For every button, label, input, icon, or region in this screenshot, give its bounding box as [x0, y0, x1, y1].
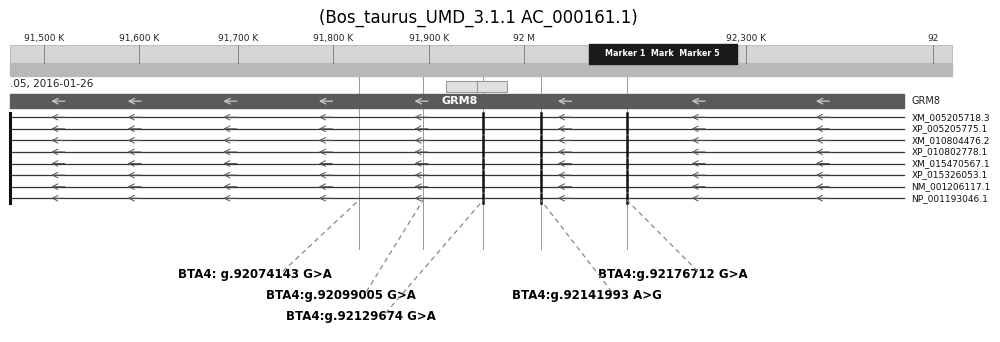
Text: 91,900 K: 91,900 K [409, 34, 449, 43]
Text: (Bos_taurus_UMD_3.1.1 AC_000161.1): (Bos_taurus_UMD_3.1.1 AC_000161.1) [319, 9, 638, 27]
Text: >|: >| [488, 82, 496, 91]
Text: XP_015326053.1: XP_015326053.1 [912, 171, 988, 180]
Bar [10, 45, 952, 63]
Bar [10, 94, 904, 108]
Text: .05, 2016-01-26: .05, 2016-01-26 [10, 79, 94, 89]
Text: 91,800 K: 91,800 K [313, 34, 353, 43]
Text: NM_001206117.1: NM_001206117.1 [912, 182, 991, 191]
Text: XM_010804476.2: XM_010804476.2 [912, 136, 990, 145]
Text: Marker 1  Mark  Marker 5: Marker 1 Mark Marker 5 [605, 49, 720, 58]
Text: BTA4:g.92141993 A>G: BTA4:g.92141993 A>G [512, 289, 662, 302]
Text: XP_005205775.1: XP_005205775.1 [912, 124, 988, 133]
Text: GRM8: GRM8 [912, 96, 941, 106]
Bar [589, 44, 737, 64]
Text: BTA4:g.92099005 G>A: BTA4:g.92099005 G>A [266, 289, 416, 302]
Text: BTA4:g.92129674 G>A: BTA4:g.92129674 G>A [286, 310, 435, 323]
Text: GRM8: GRM8 [441, 96, 478, 106]
Text: 92 M: 92 M [513, 34, 535, 43]
Text: NP_001193046.1: NP_001193046.1 [912, 194, 988, 203]
Text: |<: |< [457, 82, 466, 91]
Text: 91,500 K: 91,500 K [24, 34, 64, 43]
Text: XP_010802778.1: XP_010802778.1 [912, 147, 988, 156]
Text: 91,700 K: 91,700 K [218, 34, 258, 43]
FancyBboxPatch shape [477, 81, 507, 92]
Text: BTA4:g.92176712 G>A: BTA4:g.92176712 G>A [598, 268, 748, 281]
Text: 92: 92 [927, 34, 938, 43]
Text: XM_005205718.3: XM_005205718.3 [912, 113, 990, 122]
Text: XM_015470567.1: XM_015470567.1 [912, 159, 990, 168]
Text: BTA4: g.92074143 G>A: BTA4: g.92074143 G>A [178, 268, 331, 281]
Bar [10, 63, 952, 76]
Text: 92,300 K: 92,300 K [726, 34, 766, 43]
Text: 91,600 K: 91,600 K [119, 34, 159, 43]
FancyBboxPatch shape [446, 81, 477, 92]
